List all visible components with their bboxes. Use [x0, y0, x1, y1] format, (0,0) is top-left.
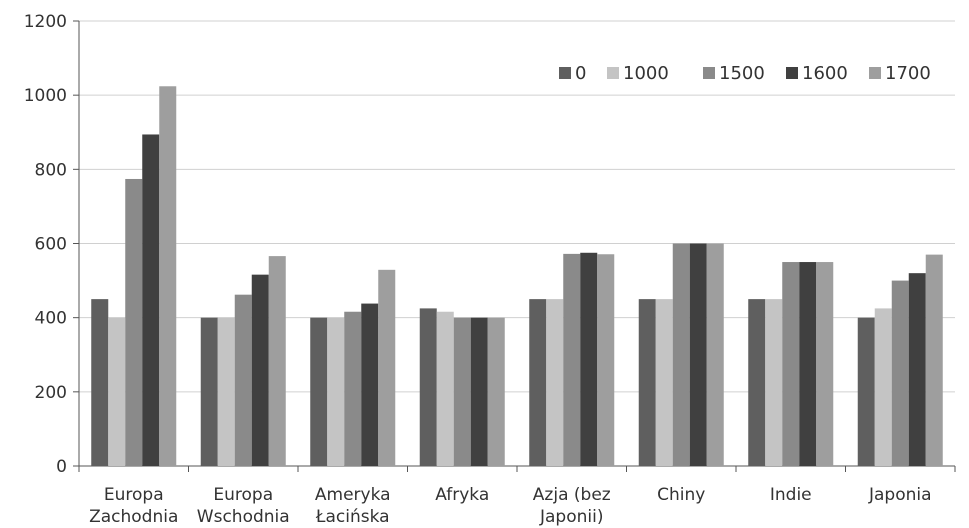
bar-0 — [91, 299, 109, 466]
y-tick-label: 600 — [35, 235, 67, 255]
bar-1700 — [816, 262, 834, 466]
legend-swatch-1700 — [869, 67, 881, 79]
bar-0 — [857, 317, 875, 466]
legend-label: 1500 — [719, 63, 765, 84]
bar-0 — [419, 308, 437, 466]
legend-swatch-0 — [559, 67, 571, 79]
x-category-label: Japonia — [868, 485, 932, 505]
bar-1600 — [251, 274, 269, 466]
x-category-label: Europa — [104, 485, 164, 505]
bar-1700 — [378, 269, 396, 466]
bar-1700 — [268, 256, 286, 466]
bar-1700 — [159, 86, 177, 467]
axis-labels: 020040060080010001200EuropaZachodniaEuro… — [24, 12, 932, 527]
bar-1500 — [782, 262, 800, 466]
bar-1000 — [327, 317, 345, 466]
legend-swatch-1600 — [786, 67, 798, 79]
bar-1500 — [234, 294, 252, 466]
bar-1600 — [470, 317, 488, 466]
bar-1500 — [563, 253, 581, 466]
legend-label: 1700 — [885, 63, 931, 84]
bar-1600 — [361, 303, 379, 466]
legend-swatch-1500 — [703, 67, 715, 79]
bar-1000 — [874, 308, 892, 466]
legend-label: 1000 — [623, 63, 669, 84]
x-category-label: Europa — [213, 485, 273, 505]
x-category-label: Azja (bez — [533, 485, 611, 505]
bar-1600 — [799, 262, 817, 466]
y-tick-label: 800 — [35, 160, 67, 180]
bar-1500 — [125, 178, 143, 466]
bar-0 — [200, 317, 218, 466]
bar-0 — [310, 317, 328, 466]
x-category-label: Zachodnia — [89, 507, 178, 527]
bar-1500 — [891, 280, 909, 466]
bar-1000 — [546, 299, 564, 466]
x-category-label: Łacińska — [315, 507, 390, 527]
x-category-label: Ameryka — [315, 485, 391, 505]
x-category-label: Chiny — [657, 485, 705, 505]
bar-1600 — [689, 243, 707, 466]
bars — [91, 86, 943, 467]
bar-1000 — [217, 317, 235, 466]
bar-1000 — [765, 299, 783, 466]
bar-0 — [638, 299, 656, 466]
bar-1600 — [908, 273, 926, 466]
bar-1000 — [108, 317, 126, 466]
y-tick-label: 1200 — [24, 12, 67, 32]
bar-1500 — [344, 311, 362, 466]
x-category-label: Indie — [770, 485, 812, 505]
bar-0 — [529, 299, 547, 466]
bar-1500 — [453, 317, 471, 466]
legend: 0 1000 1500 1600 1700 — [559, 63, 931, 84]
x-category-label: Japonii) — [539, 507, 603, 527]
bar-1700 — [597, 254, 615, 466]
legend-label: 0 — [575, 63, 586, 84]
y-tick-label: 1000 — [24, 86, 67, 106]
bar-1600 — [142, 134, 160, 466]
x-category-label: Afryka — [435, 485, 489, 505]
legend-label: 1600 — [802, 63, 848, 84]
bar-1500 — [672, 243, 690, 466]
bar-1700 — [487, 317, 505, 466]
bar-0 — [748, 299, 766, 466]
y-tick-label: 400 — [35, 309, 67, 329]
x-category-label: Wschodnia — [197, 507, 290, 527]
bar-1000 — [436, 311, 454, 466]
legend-swatch-1000 — [607, 67, 619, 79]
y-tick-label: 0 — [56, 457, 67, 477]
bar-1600 — [580, 252, 598, 466]
bar-1700 — [925, 254, 943, 466]
bar-1000 — [655, 299, 673, 466]
bar-1700 — [706, 243, 724, 466]
y-tick-label: 200 — [35, 383, 67, 403]
